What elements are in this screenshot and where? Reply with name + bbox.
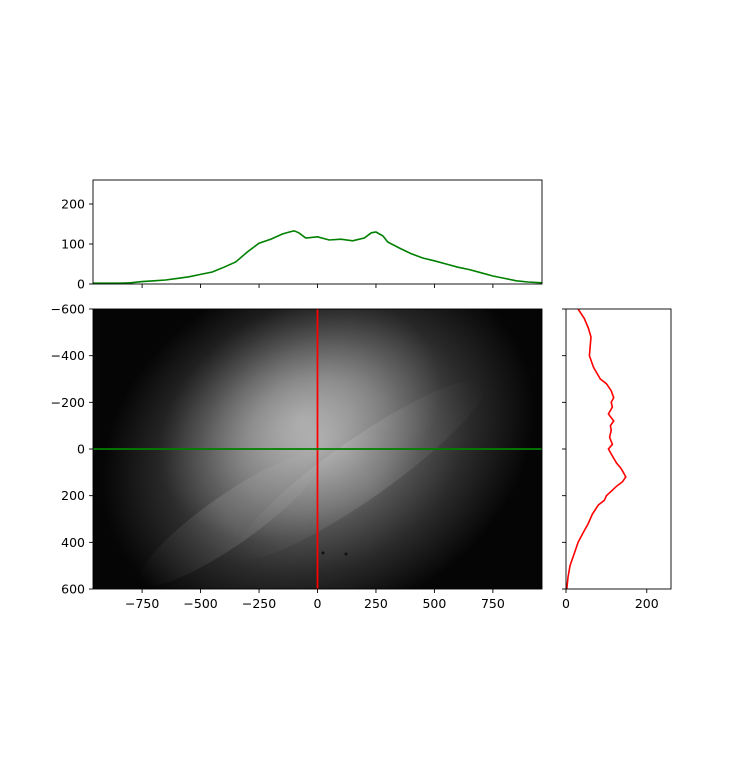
right-profile-line	[566, 309, 627, 589]
image-x-tick-label: 750	[481, 596, 505, 611]
image-x-axis: −750 −500 −250 0 250 500 750	[125, 589, 505, 611]
beam-streak	[235, 380, 485, 560]
image-panel: −750 −500 −250 0 250 500 750 −600 −400 −200 0 200 4…	[51, 302, 543, 611]
top-y-tick-label: 100	[61, 237, 85, 252]
image-y-tick-label: 400	[61, 535, 85, 550]
right-profile-x-axis: 0 200	[562, 589, 659, 611]
image-x-tick-label: −250	[242, 596, 276, 611]
image-y-tick-label: −600	[51, 302, 85, 317]
image-x-tick-label: 250	[364, 596, 388, 611]
right-x-tick-label: 200	[635, 596, 659, 611]
dust-speck	[321, 551, 325, 555]
top-profile-x-ticks	[141, 284, 494, 288]
image-x-tick-label: −750	[125, 596, 159, 611]
top-profile-panel: 0 100 200	[61, 179, 543, 292]
right-profile-panel: 0 200	[562, 308, 672, 611]
image-y-tick-label: 0	[77, 442, 85, 457]
beam-streak-lower	[138, 453, 322, 587]
image-y-tick-label: 200	[61, 488, 85, 503]
image-y-tick-label: −400	[51, 348, 85, 363]
top-y-tick-label: 200	[61, 197, 85, 212]
image-x-tick-label: −500	[183, 596, 217, 611]
image-y-axis: −600 −400 −200 0 200 400 600	[51, 302, 93, 597]
image-y-tick-label: −200	[51, 395, 85, 410]
image-y-tick-label: 600	[61, 582, 85, 597]
top-profile-background	[93, 180, 542, 284]
right-profile-background	[566, 309, 671, 589]
right-profile-y-ticks	[562, 308, 566, 590]
top-profile-y-axis: 0 100 200	[61, 197, 93, 292]
top-y-tick-label: 0	[77, 277, 85, 292]
dust-speck	[344, 552, 348, 556]
right-x-tick-label: 0	[562, 596, 570, 611]
image-x-tick-label: 500	[422, 596, 446, 611]
image-x-tick-label: 0	[314, 596, 322, 611]
top-profile-line	[93, 229, 542, 284]
